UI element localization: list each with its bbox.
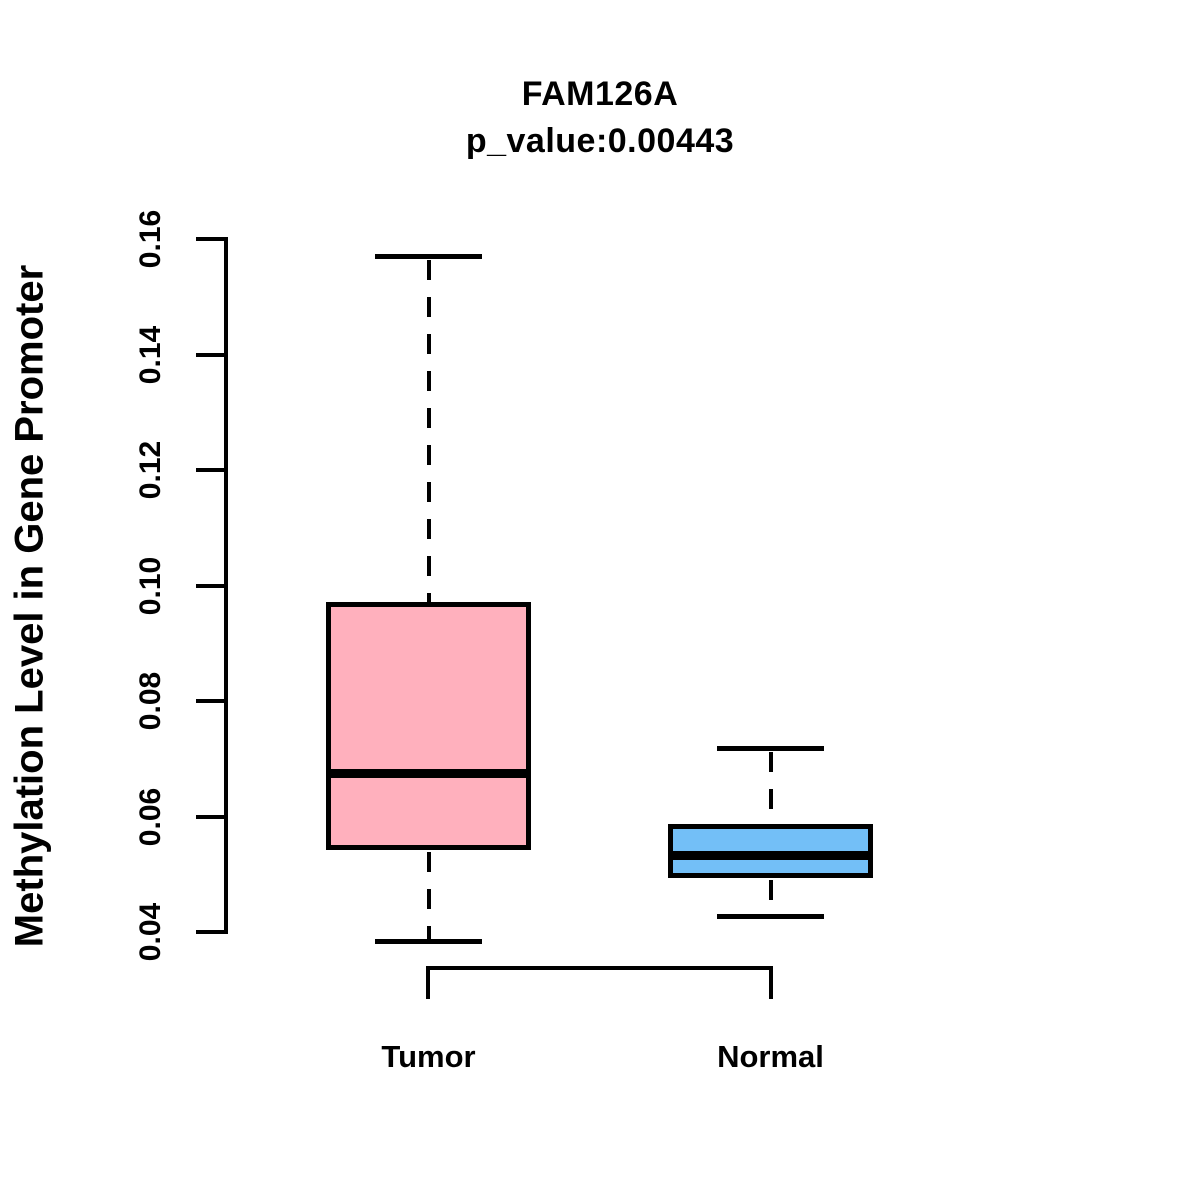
y-axis-tick	[196, 930, 224, 934]
upper-whisker-line	[426, 259, 431, 603]
y-axis-line	[224, 237, 228, 934]
y-axis-tick	[196, 699, 224, 703]
y-tick-label: 0.10	[134, 556, 167, 615]
y-axis-tick	[196, 352, 224, 357]
box-rect	[326, 602, 531, 850]
x-axis-tick-left	[426, 966, 430, 999]
y-tick-label: 0.16	[134, 209, 167, 269]
chart-title: FAM126A	[521, 75, 679, 113]
upper-whisker-cap	[375, 254, 482, 260]
y-tick-label: 0.14	[134, 325, 167, 384]
median-line	[326, 768, 531, 778]
title-block: FAM126A p_value:0.00443	[0, 71, 1200, 165]
y-axis-tick	[196, 237, 224, 241]
y-tick-label: 0.08	[134, 671, 167, 731]
y-axis-tick	[196, 468, 224, 472]
lower-whisker-line	[426, 851, 431, 940]
x-axis-bracket-line	[426, 966, 773, 970]
x-axis-tick-right	[769, 966, 773, 999]
upper-whisker-line	[768, 751, 773, 824]
upper-whisker-cap	[717, 746, 824, 752]
y-axis-tick	[196, 814, 224, 819]
category-label-tumor: Tumor	[381, 1039, 476, 1074]
chart-subtitle: p_value:0.00443	[465, 122, 735, 160]
y-tick-label: 0.04	[134, 902, 167, 962]
category-label-normal: Normal	[717, 1039, 824, 1074]
y-tick-label: 0.12	[134, 440, 167, 500]
box-rect	[668, 824, 873, 879]
lower-whisker-cap	[375, 939, 482, 945]
lower-whisker-line	[768, 880, 773, 915]
median-line	[668, 851, 873, 861]
lower-whisker-cap	[717, 914, 824, 920]
y-axis-tick	[196, 583, 224, 588]
y-tick-label: 0.06	[134, 787, 167, 846]
